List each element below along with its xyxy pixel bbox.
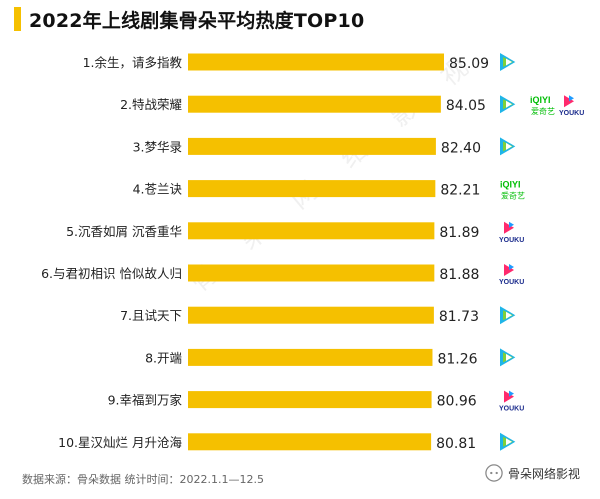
source-note: 数据来源：骨朵数据 统计时间：2022.1.1—12.5 xyxy=(22,473,264,486)
bar xyxy=(188,306,434,324)
chart-title: 2022年上线剧集骨朵平均热度TOP10 xyxy=(29,9,365,32)
tencent-video-icon xyxy=(500,95,516,114)
title-block: 2022年上线剧集骨朵平均热度TOP10 xyxy=(14,6,364,32)
value-label: 81.88 xyxy=(439,267,479,283)
tencent-video-icon-shape xyxy=(506,353,512,361)
bar xyxy=(188,433,432,451)
bar xyxy=(188,348,433,366)
youku-logo-text: YOUKU xyxy=(499,279,524,286)
bar xyxy=(188,53,444,71)
iqiyi-logo-text: iQIYI xyxy=(530,95,551,105)
tencent-video-icon xyxy=(500,306,516,325)
value-label: 84.05 xyxy=(446,98,486,114)
category-label: 4.苍兰诀 xyxy=(133,182,183,197)
iqiyi-logo-subtext: 爱奇艺 xyxy=(531,106,555,116)
bar xyxy=(188,391,432,409)
category-label: 10.星汉灿烂 月升沧海 xyxy=(58,435,182,450)
category-label: 8.开端 xyxy=(145,350,182,365)
brand-mark: 骨朵网络影视 xyxy=(485,464,580,482)
iqiyi-logo-text: iQIYI xyxy=(500,180,521,190)
youku-icon: YOUKU xyxy=(499,221,524,244)
bar-row: 10.星汉灿烂 月升沧海 80.81 xyxy=(58,432,516,452)
tencent-video-icon xyxy=(500,137,516,156)
bar-row: 8.开端 81.26 xyxy=(145,348,516,367)
bar-row: 6.与君初相识 恰似故人归 81.88 YOUKU xyxy=(41,264,524,286)
bar-row: 1.余生，请多指教 85.09 xyxy=(83,53,516,72)
bar xyxy=(188,180,436,198)
value-label: 81.89 xyxy=(439,225,479,241)
category-label: 2.特战荣耀 xyxy=(120,97,182,112)
tencent-video-icon-shape xyxy=(506,100,512,108)
category-label: 5.沉香如屑 沉香重华 xyxy=(66,224,182,239)
title-accent-bar xyxy=(14,7,21,31)
tencent-video-icon-shape xyxy=(506,438,512,446)
wechat-icon xyxy=(485,464,503,482)
youku-logo-text: YOUKU xyxy=(559,110,584,117)
tencent-video-icon xyxy=(500,348,516,367)
tencent-video-icon-shape xyxy=(506,311,512,319)
category-label: 7.且试天下 xyxy=(120,308,182,323)
value-label: 82.21 xyxy=(440,183,480,199)
bar-row: 9.幸福到万家 80.96 YOUKU xyxy=(108,390,524,413)
bar xyxy=(188,95,441,113)
tencent-video-icon xyxy=(500,53,516,71)
value-label: 80.81 xyxy=(436,436,476,452)
value-label: 85.09 xyxy=(449,56,489,72)
brand-name: 骨朵网络影视 xyxy=(507,466,580,481)
bar xyxy=(188,222,435,240)
tencent-video-icon-shape xyxy=(506,142,512,150)
iqiyi-logo-subtext: 爱奇艺 xyxy=(501,191,525,201)
category-label: 9.幸福到万家 xyxy=(108,393,183,408)
value-label: 81.73 xyxy=(439,309,479,325)
bar xyxy=(188,137,436,155)
youku-icon-shape xyxy=(509,390,514,397)
category-label: 1.余生，请多指教 xyxy=(83,55,183,70)
youku-icon: YOUKU xyxy=(559,95,584,117)
youku-logo-text: YOUKU xyxy=(499,406,524,413)
youku-logo-text: YOUKU xyxy=(499,237,524,244)
bar-row: 5.沉香如屑 沉香重华 81.89 YOUKU xyxy=(66,221,524,244)
bar-row: 7.且试天下 81.73 xyxy=(120,306,516,325)
bar xyxy=(188,264,435,282)
youku-icon-shape xyxy=(509,221,514,228)
tencent-video-icon xyxy=(500,432,516,451)
youku-icon: YOUKU xyxy=(499,390,524,413)
value-label: 80.96 xyxy=(437,394,477,410)
category-label: 6.与君初相识 恰似故人归 xyxy=(41,266,182,281)
youku-icon: YOUKU xyxy=(499,264,524,286)
category-label: 3.梦华录 xyxy=(133,139,182,154)
youku-icon-shape xyxy=(509,264,514,270)
bar-row: 3.梦华录 82.40 xyxy=(133,137,516,156)
value-label: 82.40 xyxy=(441,140,481,156)
tencent-video-icon-shape xyxy=(506,58,512,66)
value-label: 81.26 xyxy=(437,351,477,367)
youku-icon-shape xyxy=(569,95,574,102)
